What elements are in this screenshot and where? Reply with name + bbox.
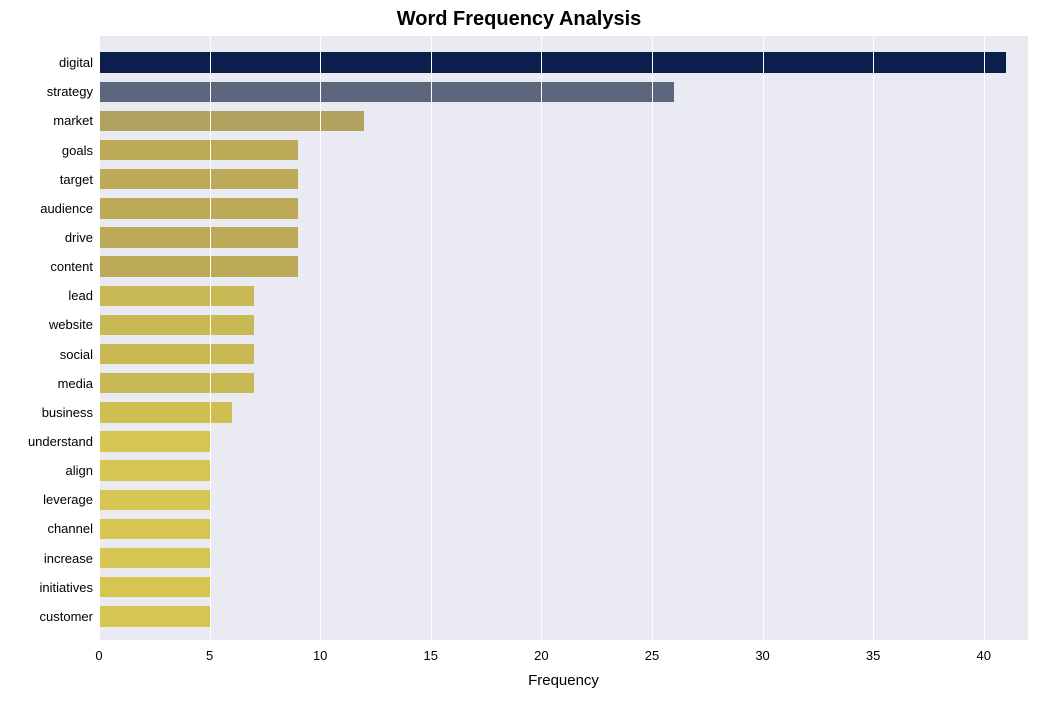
x-tick-label: 10 <box>313 648 327 663</box>
bar-row <box>99 223 1028 252</box>
bar-row <box>99 369 1028 398</box>
y-tick-label: drive <box>65 230 93 245</box>
bar-row <box>99 281 1028 310</box>
bar <box>99 344 254 364</box>
y-tick-label: social <box>60 347 93 362</box>
bar-row <box>99 456 1028 485</box>
bar <box>99 169 298 189</box>
bar <box>99 140 298 160</box>
y-tick-label: align <box>66 463 93 478</box>
grid-line <box>652 36 653 640</box>
chart-container: Word Frequency Analysis Frequency 0 5 10 15… <box>0 0 1038 701</box>
grid-line <box>763 36 764 640</box>
bar <box>99 82 674 102</box>
bar <box>99 402 232 422</box>
y-tick-label: market <box>53 113 93 128</box>
grid-line <box>541 36 542 640</box>
grid-line <box>99 36 100 640</box>
bar <box>99 606 210 626</box>
x-tick-label: 20 <box>534 648 548 663</box>
y-tick-label: media <box>58 376 93 391</box>
y-tick-label: increase <box>44 551 93 566</box>
bar <box>99 490 210 510</box>
y-tick-label: understand <box>28 434 93 449</box>
grid-line <box>431 36 432 640</box>
plot-area <box>99 36 1028 640</box>
y-tick-label: business <box>42 405 93 420</box>
bar-row <box>99 106 1028 135</box>
x-tick-label: 15 <box>424 648 438 663</box>
bar <box>99 111 364 131</box>
bar-row <box>99 514 1028 543</box>
y-tick-label: website <box>49 317 93 332</box>
bar-row <box>99 48 1028 77</box>
grid-line <box>984 36 985 640</box>
x-tick-label: 40 <box>977 648 991 663</box>
bar <box>99 431 210 451</box>
bar <box>99 198 298 218</box>
y-tick-label: audience <box>40 201 93 216</box>
x-tick-label: 30 <box>755 648 769 663</box>
bar <box>99 577 210 597</box>
bar <box>99 52 1006 72</box>
bar <box>99 315 254 335</box>
y-tick-label: customer <box>40 609 93 624</box>
chart-title: Word Frequency Analysis <box>0 8 1038 31</box>
x-tick-label: 5 <box>206 648 213 663</box>
y-tick-label: leverage <box>43 492 93 507</box>
bar-row <box>99 136 1028 165</box>
bar <box>99 227 298 247</box>
bar-row <box>99 398 1028 427</box>
bar-row <box>99 427 1028 456</box>
x-tick-label: 0 <box>95 648 102 663</box>
bar-row <box>99 310 1028 339</box>
bar-row <box>99 165 1028 194</box>
x-tick-label: 35 <box>866 648 880 663</box>
bar-row <box>99 194 1028 223</box>
bar-row <box>99 77 1028 106</box>
bar <box>99 519 210 539</box>
bar <box>99 256 298 276</box>
bars-region <box>99 48 1028 631</box>
y-tick-label: channel <box>47 521 93 536</box>
y-tick-label: target <box>60 172 93 187</box>
bar-row <box>99 252 1028 281</box>
bar <box>99 548 210 568</box>
grid-line <box>873 36 874 640</box>
bar-row <box>99 340 1028 369</box>
y-tick-label: digital <box>59 55 93 70</box>
bar-row <box>99 602 1028 631</box>
y-tick-label: content <box>50 259 93 274</box>
bar <box>99 373 254 393</box>
y-tick-label: goals <box>62 143 93 158</box>
y-tick-label: lead <box>68 288 93 303</box>
bar <box>99 460 210 480</box>
y-tick-label: initiatives <box>40 580 93 595</box>
x-tick-label: 25 <box>645 648 659 663</box>
grid-line <box>210 36 211 640</box>
x-axis-title: Frequency <box>99 672 1028 689</box>
bar <box>99 286 254 306</box>
bar-row <box>99 544 1028 573</box>
grid-line <box>320 36 321 640</box>
bar-row <box>99 573 1028 602</box>
bar-row <box>99 485 1028 514</box>
y-tick-label: strategy <box>47 84 93 99</box>
